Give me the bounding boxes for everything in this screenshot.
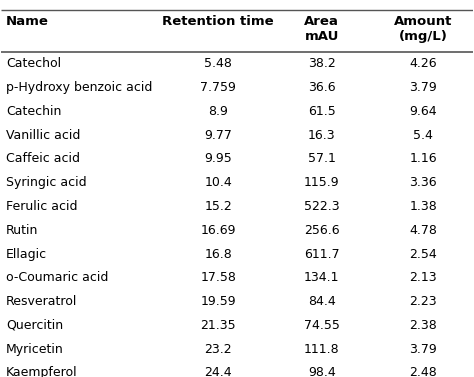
Text: 4.26: 4.26 — [410, 57, 437, 70]
Text: 2.38: 2.38 — [409, 319, 437, 332]
Text: 134.1: 134.1 — [304, 271, 339, 284]
Text: 84.4: 84.4 — [308, 295, 336, 308]
Text: 21.35: 21.35 — [201, 319, 236, 332]
Text: Ellagic: Ellagic — [6, 248, 47, 261]
Text: 38.2: 38.2 — [308, 57, 336, 70]
Text: 2.13: 2.13 — [410, 271, 437, 284]
Text: 611.7: 611.7 — [304, 248, 340, 261]
Text: Kaempferol: Kaempferol — [6, 366, 78, 377]
Text: Ferulic acid: Ferulic acid — [6, 200, 78, 213]
Text: Name: Name — [6, 15, 49, 28]
Text: 61.5: 61.5 — [308, 105, 336, 118]
Text: Vanillic acid: Vanillic acid — [6, 129, 81, 142]
Text: 111.8: 111.8 — [304, 343, 340, 356]
Text: 8.9: 8.9 — [208, 105, 228, 118]
Text: 3.36: 3.36 — [410, 176, 437, 189]
Text: Retention time: Retention time — [162, 15, 274, 28]
Text: Quercitin: Quercitin — [6, 319, 63, 332]
Text: Rutin: Rutin — [6, 224, 38, 237]
Text: 36.6: 36.6 — [308, 81, 336, 94]
Text: 16.8: 16.8 — [204, 248, 232, 261]
Text: 19.59: 19.59 — [201, 295, 236, 308]
Text: Syringic acid: Syringic acid — [6, 176, 87, 189]
Text: 1.16: 1.16 — [410, 152, 437, 166]
Text: 15.2: 15.2 — [204, 200, 232, 213]
Text: 98.4: 98.4 — [308, 366, 336, 377]
Text: 522.3: 522.3 — [304, 200, 340, 213]
Text: 16.69: 16.69 — [201, 224, 236, 237]
Text: Caffeic acid: Caffeic acid — [6, 152, 80, 166]
Text: 23.2: 23.2 — [204, 343, 232, 356]
Text: Catechol: Catechol — [6, 57, 61, 70]
Text: 5.4: 5.4 — [413, 129, 433, 142]
Text: 74.55: 74.55 — [304, 319, 340, 332]
Text: 3.79: 3.79 — [409, 81, 437, 94]
Text: 2.23: 2.23 — [410, 295, 437, 308]
Text: 2.54: 2.54 — [409, 248, 437, 261]
Text: 3.79: 3.79 — [409, 343, 437, 356]
Text: Area
mAU: Area mAU — [304, 15, 339, 43]
Text: 9.95: 9.95 — [204, 152, 232, 166]
Text: 4.78: 4.78 — [409, 224, 437, 237]
Text: 256.6: 256.6 — [304, 224, 340, 237]
Text: 9.77: 9.77 — [204, 129, 232, 142]
Text: 2.48: 2.48 — [409, 366, 437, 377]
Text: p-Hydroxy benzoic acid: p-Hydroxy benzoic acid — [6, 81, 153, 94]
Text: 10.4: 10.4 — [204, 176, 232, 189]
Text: 57.1: 57.1 — [308, 152, 336, 166]
Text: Myricetin: Myricetin — [6, 343, 64, 356]
Text: 17.58: 17.58 — [200, 271, 236, 284]
Text: 9.64: 9.64 — [410, 105, 437, 118]
Text: 5.48: 5.48 — [204, 57, 232, 70]
Text: Catechin: Catechin — [6, 105, 62, 118]
Text: o-Coumaric acid: o-Coumaric acid — [6, 271, 109, 284]
Text: Amount
(mg/L): Amount (mg/L) — [394, 15, 452, 43]
Text: 1.38: 1.38 — [409, 200, 437, 213]
Text: 115.9: 115.9 — [304, 176, 340, 189]
Text: 24.4: 24.4 — [204, 366, 232, 377]
Text: 16.3: 16.3 — [308, 129, 336, 142]
Text: 7.759: 7.759 — [200, 81, 236, 94]
Text: Resveratrol: Resveratrol — [6, 295, 77, 308]
